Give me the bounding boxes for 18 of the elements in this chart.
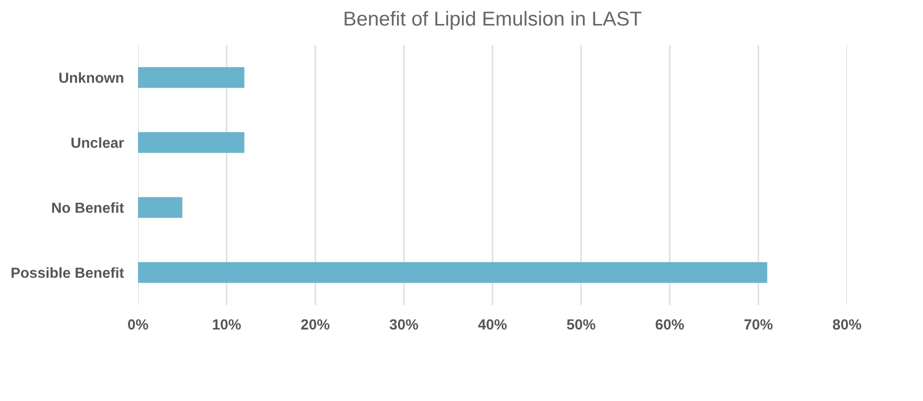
bar	[138, 197, 182, 218]
chart-title: Benefit of Lipid Emulsion in LAST	[344, 10, 642, 30]
x-tick-label: 60%	[656, 319, 684, 330]
x-tick-label: 20%	[301, 319, 330, 330]
x-tick-label: 10%	[212, 319, 241, 330]
bar	[138, 132, 244, 153]
y-tick-label: Unknown	[59, 72, 124, 83]
y-tick-label: Possible Benefit	[12, 267, 124, 278]
x-tick-label: 0%	[128, 319, 148, 330]
x-tick-label: 80%	[832, 319, 862, 330]
x-tick-label: 30%	[390, 319, 418, 330]
y-tick-label: No Benefit	[52, 202, 124, 213]
bar	[138, 67, 244, 88]
x-tick-label: 50%	[566, 319, 596, 330]
x-tick-label: 40%	[478, 319, 507, 330]
bar	[138, 262, 768, 283]
y-tick-label: Unclear	[71, 137, 124, 148]
x-tick-label: 70%	[744, 319, 773, 330]
